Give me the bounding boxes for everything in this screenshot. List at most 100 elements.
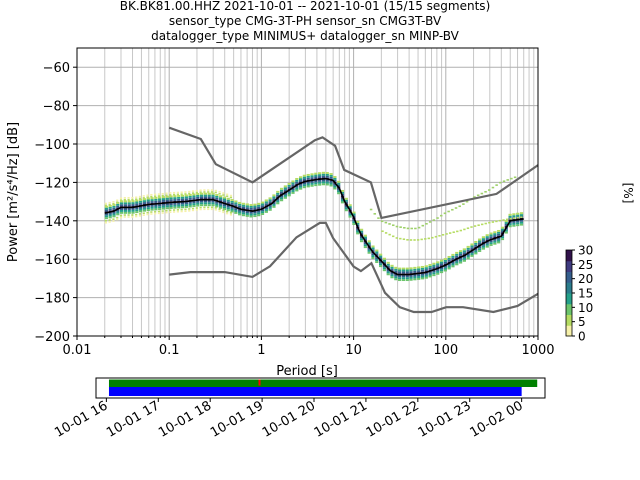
histogram-cell xyxy=(116,211,120,214)
histogram-cell xyxy=(390,264,394,267)
histogram-cell xyxy=(481,238,486,241)
histogram-cell xyxy=(413,268,417,271)
histogram-cell xyxy=(158,206,162,209)
histogram-cell xyxy=(104,202,107,205)
x-tick-label: 1000 xyxy=(521,343,554,358)
histogram-cell xyxy=(287,186,291,189)
histogram-cell xyxy=(443,212,447,215)
histogram-cell xyxy=(173,195,177,198)
histogram-cell xyxy=(230,202,234,205)
noise-models xyxy=(168,126,539,314)
histogram-cell xyxy=(104,209,108,212)
histogram-cell xyxy=(131,207,135,210)
histogram-cell xyxy=(184,210,187,213)
histogram-cell xyxy=(519,223,524,226)
histogram-cell xyxy=(428,263,432,266)
histogram-cell xyxy=(238,201,242,204)
timeline-tick-label: 10-02 00 xyxy=(468,398,526,440)
histogram-cell xyxy=(302,186,307,189)
timeline-tick-label: 10-01 16 xyxy=(52,398,110,440)
histogram-cell xyxy=(195,191,198,194)
histogram-cell xyxy=(230,199,234,201)
histogram-cell xyxy=(497,233,501,236)
histogram-cell xyxy=(218,192,221,195)
histogram-cell xyxy=(222,194,225,196)
histogram-cell xyxy=(340,189,345,192)
histogram-cell xyxy=(253,207,257,210)
histogram-cell xyxy=(337,188,341,191)
histogram-cell xyxy=(363,238,367,241)
histogram-cell xyxy=(318,183,322,186)
histogram-cell xyxy=(352,211,356,214)
histogram-cell xyxy=(371,247,375,250)
histogram-cell xyxy=(420,277,425,280)
histogram-cell xyxy=(199,189,202,192)
histogram-cell xyxy=(260,205,265,208)
histogram-cell xyxy=(150,197,154,200)
y-tick-label: −180 xyxy=(34,292,70,307)
histogram-cell xyxy=(135,203,139,206)
histogram-cell xyxy=(139,206,143,209)
histogram-cell xyxy=(116,199,119,202)
histogram-cell xyxy=(321,181,326,184)
histogram-cell xyxy=(455,261,459,264)
histogram-cell xyxy=(325,181,329,184)
histogram-cell xyxy=(484,190,487,193)
histogram-cell xyxy=(299,185,303,188)
histogram-cell xyxy=(390,268,394,271)
histogram-cell xyxy=(399,237,402,240)
histogram-cell xyxy=(380,220,384,223)
histogram-cell xyxy=(276,202,280,205)
histogram-cell xyxy=(375,261,379,263)
histogram-cell xyxy=(123,200,128,203)
histogram-cell xyxy=(291,190,295,192)
histogram-cell xyxy=(191,190,195,192)
histogram-cell xyxy=(502,219,505,221)
histogram-cell xyxy=(116,209,120,212)
histogram-cell xyxy=(493,233,497,236)
histogram-cell xyxy=(302,184,307,187)
histogram-cell xyxy=(234,210,238,212)
histogram-cell xyxy=(384,232,388,234)
histogram-cell xyxy=(451,255,455,258)
histogram-cell xyxy=(108,219,111,221)
histogram-cell xyxy=(356,230,360,233)
histogram-cell xyxy=(150,213,153,215)
histogram-cell xyxy=(413,239,416,241)
histogram-cell xyxy=(207,191,210,193)
histogram-cell xyxy=(462,256,466,258)
histogram-cell xyxy=(112,205,116,208)
histogram-cell xyxy=(504,220,508,223)
histogram-cell xyxy=(154,210,157,213)
histogram-cell xyxy=(226,201,230,204)
histogram-cell xyxy=(226,205,230,208)
histogram-cell xyxy=(108,221,111,223)
histogram-cell xyxy=(378,257,383,260)
colorbar-swatch xyxy=(566,314,572,326)
histogram-cell xyxy=(226,207,230,210)
histogram-cell xyxy=(219,204,223,207)
histogram-cell xyxy=(443,258,447,260)
histogram-cell xyxy=(488,189,491,191)
histogram-cell xyxy=(375,253,379,256)
histogram-cell xyxy=(378,255,383,258)
histogram-cell xyxy=(230,210,234,213)
histogram-cell xyxy=(161,200,166,202)
histogram-cell xyxy=(306,175,310,178)
histogram-cell xyxy=(195,189,198,192)
histogram-cell xyxy=(470,243,474,246)
histogram-cell xyxy=(161,196,166,199)
histogram-cell xyxy=(329,173,333,175)
histogram-cell xyxy=(436,265,440,268)
histogram-cell xyxy=(451,263,455,266)
histogram-cell xyxy=(146,207,150,210)
histogram-cell xyxy=(470,226,473,228)
histogram-cell xyxy=(116,213,120,216)
histogram-cell xyxy=(184,196,188,199)
histogram-cell xyxy=(127,214,130,216)
histogram-cell xyxy=(199,200,204,203)
timeline-tick-label: 10-01 23 xyxy=(416,398,474,440)
histogram-cell xyxy=(382,257,387,260)
histogram-cell xyxy=(489,234,493,237)
